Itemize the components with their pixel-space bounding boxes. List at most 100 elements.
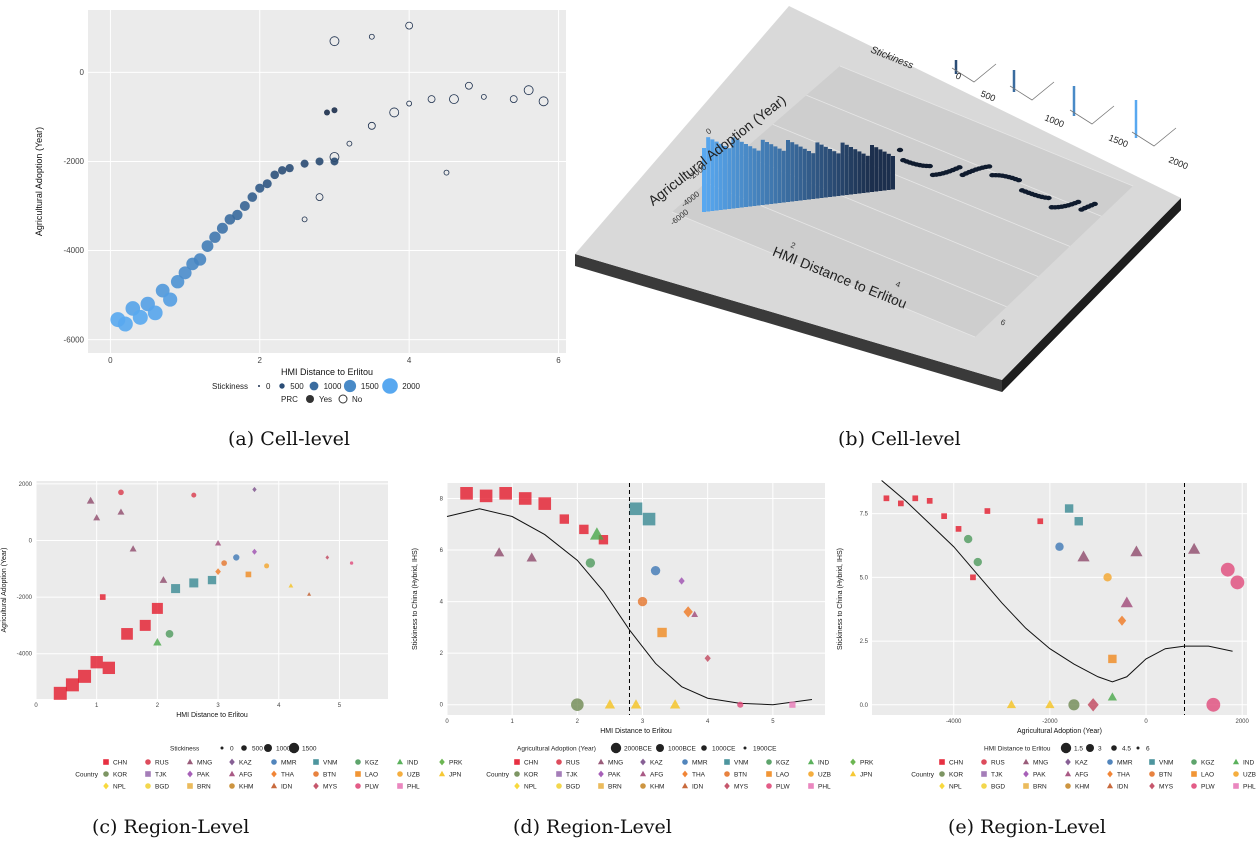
legend-key (103, 771, 109, 777)
bar3d-column (840, 142, 845, 196)
scatter-point (251, 548, 257, 555)
scatter-point (214, 540, 222, 546)
x-axis-label: HMI Distance to Erlitou (600, 728, 672, 735)
scatter-point (1045, 195, 1052, 201)
legend-label: BGD (566, 784, 580, 791)
legend-label: 1000CE (712, 746, 736, 753)
legend-key (598, 770, 604, 778)
legend-key (1149, 771, 1155, 777)
y-tick-label: 6 (440, 548, 444, 554)
scatter-point (678, 577, 685, 585)
legend-label: KAZ (1075, 760, 1088, 767)
legend-label: BTN (734, 772, 747, 779)
scatter-point (499, 487, 512, 500)
scatter-point (650, 565, 661, 576)
bar3d-column (731, 137, 736, 209)
legend-label: 3 (1098, 746, 1102, 753)
legend-label: KGZ (1201, 760, 1214, 767)
scatter-point (216, 222, 228, 234)
caption-d: (d) Region-Level (513, 816, 672, 838)
legend-label: JPN (860, 772, 873, 779)
bar3d-column (802, 148, 807, 200)
legend-label: LAO (1201, 772, 1214, 779)
y-tick-label: 7.5 (860, 512, 869, 518)
legend-key (724, 771, 730, 777)
scatter-point (215, 568, 221, 575)
scatter-point (480, 93, 487, 100)
x-tick-label: 5 (338, 703, 342, 709)
legend-key (1191, 759, 1197, 765)
legend-label: NPL (949, 784, 962, 791)
legend-label: RUS (991, 760, 1005, 767)
scatter-point (985, 164, 993, 169)
legend-label: KHM (650, 784, 664, 791)
legend-key (939, 771, 945, 777)
x-axis-label: HMI Distance to Erlitou (176, 712, 248, 719)
legend-label: 0 (266, 382, 271, 391)
panel-d (447, 483, 825, 715)
legend-key (514, 782, 520, 790)
legend-label: 1000 (1043, 113, 1065, 130)
scatter-point (538, 96, 549, 107)
bar3d-column (861, 153, 866, 193)
x-tick-label: 2 (156, 703, 160, 709)
scatter-point (1230, 575, 1245, 590)
bar3d-column (794, 144, 799, 201)
scatter-point (1188, 542, 1201, 554)
legend-key (438, 770, 446, 777)
bar3d-column (748, 146, 753, 207)
bar3d-column (828, 149, 832, 197)
y-tick-label: 2000 (19, 482, 33, 488)
scatter-point (1064, 504, 1074, 513)
legend-key (306, 395, 314, 403)
x-tick-label: 0 (1144, 719, 1148, 725)
legend-label: 1500 (302, 746, 317, 753)
legend-key (724, 782, 730, 790)
scatter-point (189, 578, 199, 588)
scatter-point (1091, 201, 1098, 207)
legend-key (439, 758, 445, 766)
legend-key (939, 782, 945, 790)
legend-key (1069, 105, 1115, 125)
scatter-point (247, 192, 258, 202)
y-tick-label: 0 (29, 538, 33, 544)
scatter-point (233, 554, 240, 561)
scatter-point (99, 594, 106, 600)
scatter-point (406, 100, 413, 107)
legend-label: KHM (239, 784, 253, 791)
scatter-point (963, 534, 973, 544)
scatter-point (449, 94, 459, 104)
x-tick-label: -4000 (946, 719, 962, 725)
legend-label: AFG (239, 772, 252, 779)
legend-label: No (352, 395, 363, 404)
legend-key (145, 783, 151, 789)
scatter-point (1015, 177, 1022, 183)
x-tick-label: 1 (511, 719, 515, 725)
legend-key (145, 771, 151, 777)
legend-label: LAO (365, 772, 378, 779)
legend-key (313, 782, 319, 790)
bar3d-column (723, 146, 727, 210)
legend-key (186, 758, 194, 765)
scatter-point (1130, 545, 1143, 557)
scatter-point (349, 561, 354, 565)
legend-label: 6 (1146, 746, 1150, 753)
x-axis-label: Agricultural Adoption (Year) (1017, 728, 1102, 735)
x-axis-label: HMI Distance to Erlitou (281, 367, 373, 377)
y-tick-label: -4000 (64, 246, 85, 255)
scatter-point (191, 492, 197, 498)
legend-key (556, 759, 562, 765)
scatter-point (301, 216, 308, 223)
legend-key (1232, 758, 1240, 765)
scatter-point (493, 547, 505, 557)
legend-label: UZB (818, 772, 831, 779)
scatter-point (789, 701, 796, 708)
bar3d-column (882, 151, 887, 191)
scatter-point (589, 527, 604, 540)
legend-label: KOR (949, 772, 963, 779)
scatter-point (538, 497, 552, 510)
legend-title: Country (75, 772, 99, 779)
y-tick-label: 0.0 (860, 703, 869, 709)
legend-key (1023, 770, 1029, 778)
